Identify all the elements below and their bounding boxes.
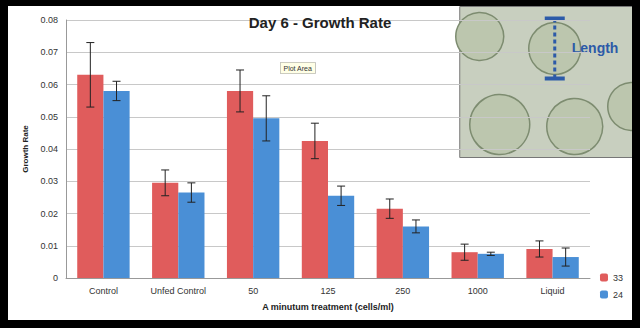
svg-text:0.05: 0.05	[40, 112, 58, 122]
svg-text:0.04: 0.04	[40, 144, 58, 154]
svg-text:Growth Rate: Growth Rate	[21, 125, 30, 173]
svg-text:Liquid: Liquid	[541, 286, 565, 296]
svg-text:0.06: 0.06	[40, 80, 58, 90]
svg-text:0: 0	[53, 273, 58, 283]
svg-text:125: 125	[320, 286, 335, 296]
svg-text:0.03: 0.03	[40, 176, 58, 186]
svg-text:Day 6 - Growth Rate: Day 6 - Growth Rate	[249, 14, 392, 31]
svg-text:Plot Area: Plot Area	[284, 65, 313, 72]
svg-text:0.02: 0.02	[40, 209, 58, 219]
svg-text:Length: Length	[572, 40, 619, 56]
svg-text:0.07: 0.07	[40, 47, 58, 57]
svg-text:A minutum treatment (cells/ml): A minutum treatment (cells/ml)	[262, 302, 394, 312]
svg-text:24: 24	[613, 290, 623, 300]
svg-text:0.08: 0.08	[40, 15, 58, 25]
svg-text:0.01: 0.01	[40, 241, 58, 251]
svg-text:250: 250	[395, 286, 410, 296]
svg-text:50: 50	[248, 286, 258, 296]
svg-text:Control: Control	[89, 286, 118, 296]
svg-text:33: 33	[613, 273, 623, 283]
svg-text:Unfed Control: Unfed Control	[151, 286, 207, 296]
svg-text:1000: 1000	[468, 286, 488, 296]
